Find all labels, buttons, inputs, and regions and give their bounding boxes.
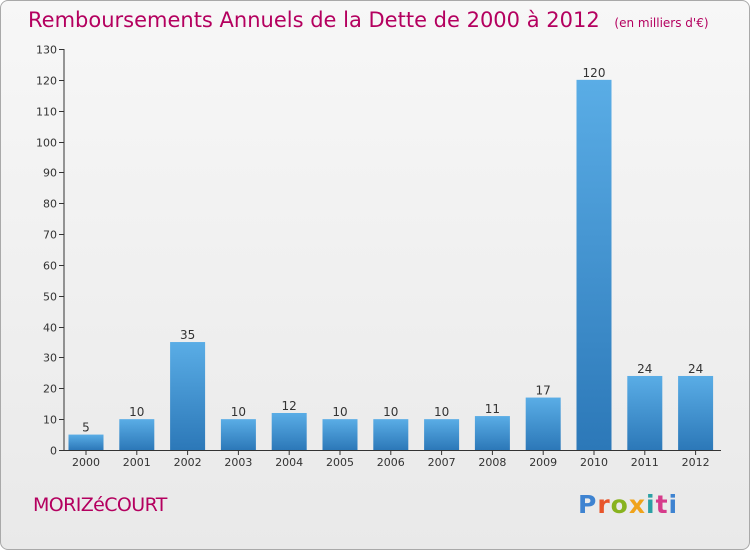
logo-letter: x [628,490,646,519]
x-tick-label: 2003 [224,456,252,469]
x-tick-label: 2012 [682,456,710,469]
bar-value-label: 120 [583,66,606,80]
logo-letter: o [610,490,629,519]
y-tick-label: 30 [43,352,57,365]
x-tick-label: 2008 [478,456,506,469]
logo-letter: t [655,490,669,519]
chart-title: Remboursements Annuels de la Dette de 20… [28,8,709,32]
x-tick-label: 2011 [631,456,659,469]
bar [220,419,256,450]
bar-value-label: 12 [282,399,297,413]
data-labels: 5 10 35 10 12 10 10 10 11 17 120 24 24 [82,66,703,435]
bar [474,416,510,450]
x-tick-label: 2000 [72,456,100,469]
y-tick-label: 20 [43,383,57,396]
bar [373,419,409,450]
y-tick-label: 10 [43,414,57,427]
logo-letter: r [597,490,611,519]
x-tick-label: 2005 [326,456,354,469]
chart-title-text: Remboursements Annuels de la Dette de 20… [28,8,600,32]
x-tick-label: 2006 [377,456,405,469]
bar-value-label: 35 [180,328,195,342]
x-tick-label: 2001 [123,456,151,469]
bar-value-label: 10 [332,405,347,419]
bar [678,375,714,450]
place-name: MORIZéCOURT [33,494,167,516]
bar [627,375,663,450]
x-axis: 2000 2001 2002 2003 2004 2005 2006 2007 2008 2009… [64,450,721,469]
bar-value-label: 11 [485,402,500,416]
y-tick-label: 130 [36,44,57,57]
logo-letter: i [646,490,656,519]
y-tick-label: 70 [43,229,57,242]
x-tick-label: 2010 [580,456,608,469]
x-tick-label: 2002 [174,456,202,469]
y-tick-label: 120 [36,75,57,88]
y-tick-label: 100 [36,137,57,150]
bar [170,342,206,450]
x-tick-label: 2009 [529,456,557,469]
bar-value-label: 24 [637,362,652,376]
bar [68,434,104,450]
y-tick-label: 40 [43,322,57,335]
y-tick-label: 50 [43,291,57,304]
bar-value-label: 10 [434,405,449,419]
bar-value-label: 24 [688,362,703,376]
bar-value-label: 17 [536,384,551,398]
bar [525,397,561,450]
bar [576,79,612,450]
y-tick-label: 90 [43,167,57,180]
y-tick-label: 60 [43,260,57,273]
bar-value-label: 5 [82,421,90,435]
y-axis: 0 10 20 30 40 50 60 70 80 90 100 110 120 130 [36,44,65,458]
y-tick-label: 0 [50,445,57,458]
bar [322,419,358,450]
logo-letter: i [668,490,679,519]
bar-value-label: 10 [383,405,398,419]
bar [119,419,155,450]
bar [424,419,460,450]
x-tick-label: 2004 [275,456,303,469]
bar-value-label: 10 [231,405,246,419]
y-tick-label: 80 [43,198,57,211]
bars [68,79,714,450]
x-tick-label: 2007 [428,456,456,469]
y-tick-label: 110 [36,106,57,119]
chart-subtitle: (en milliers d'€) [614,16,709,30]
bar-value-label: 10 [129,405,144,419]
proxiti-logo: Proxiti [578,490,678,519]
logo-letter: P [578,490,598,519]
bar [271,412,307,450]
